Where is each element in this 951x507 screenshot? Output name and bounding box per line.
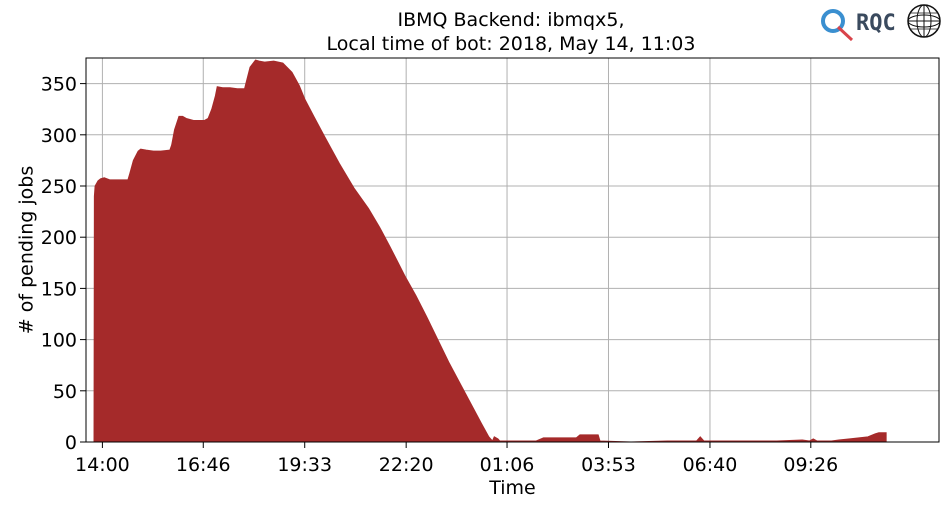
- x-tick-label: 22:20: [379, 454, 434, 476]
- x-axis-ticks: 14:00 16:46 19:33 22:20 01:06 03:53 06:40 09:26: [75, 442, 838, 476]
- x-tick-label: 01:06: [480, 454, 535, 476]
- y-tick-label: 300: [41, 125, 77, 147]
- plot-frame: [85, 57, 940, 443]
- area-series-0: [93, 59, 887, 443]
- y-tick-label: 250: [41, 176, 77, 198]
- x-tick-label: 03:53: [581, 454, 636, 476]
- chart-title-line-1: IBMQ Backend: ibmqx5,: [398, 9, 625, 31]
- x-tick-label: 14:00: [75, 454, 130, 476]
- globe-icon: [907, 4, 941, 38]
- x-tick-label: 16:46: [176, 454, 231, 476]
- y-tick-label: 200: [41, 227, 77, 249]
- area-series: [93, 59, 887, 443]
- y-tick-label: 50: [53, 381, 77, 403]
- y-tick-label: 0: [65, 432, 77, 454]
- q-logo-icon: [821, 9, 854, 42]
- chart-title-line-2: Local time of bot: 2018, May 14, 11:03: [327, 33, 696, 55]
- chart-title: IBMQ Backend: ibmqx5, Local time of bot:…: [327, 9, 696, 55]
- y-axis-label: # of pending jobs: [16, 166, 38, 334]
- y-tick-label: 350: [41, 74, 77, 96]
- x-axis-label: Time: [488, 477, 536, 499]
- x-tick-label: 19:33: [277, 454, 332, 476]
- y-axis-ticks: 0 50 100 150 200 250 300 350: [41, 74, 86, 454]
- x-tick-label: 09:26: [783, 454, 838, 476]
- y-tick-label: 100: [41, 330, 77, 352]
- y-tick-label: 150: [41, 278, 77, 300]
- rqc-logo: RQC: [821, 4, 941, 42]
- logo-text: RQC: [856, 11, 896, 36]
- x-tick-label: 06:40: [683, 454, 738, 476]
